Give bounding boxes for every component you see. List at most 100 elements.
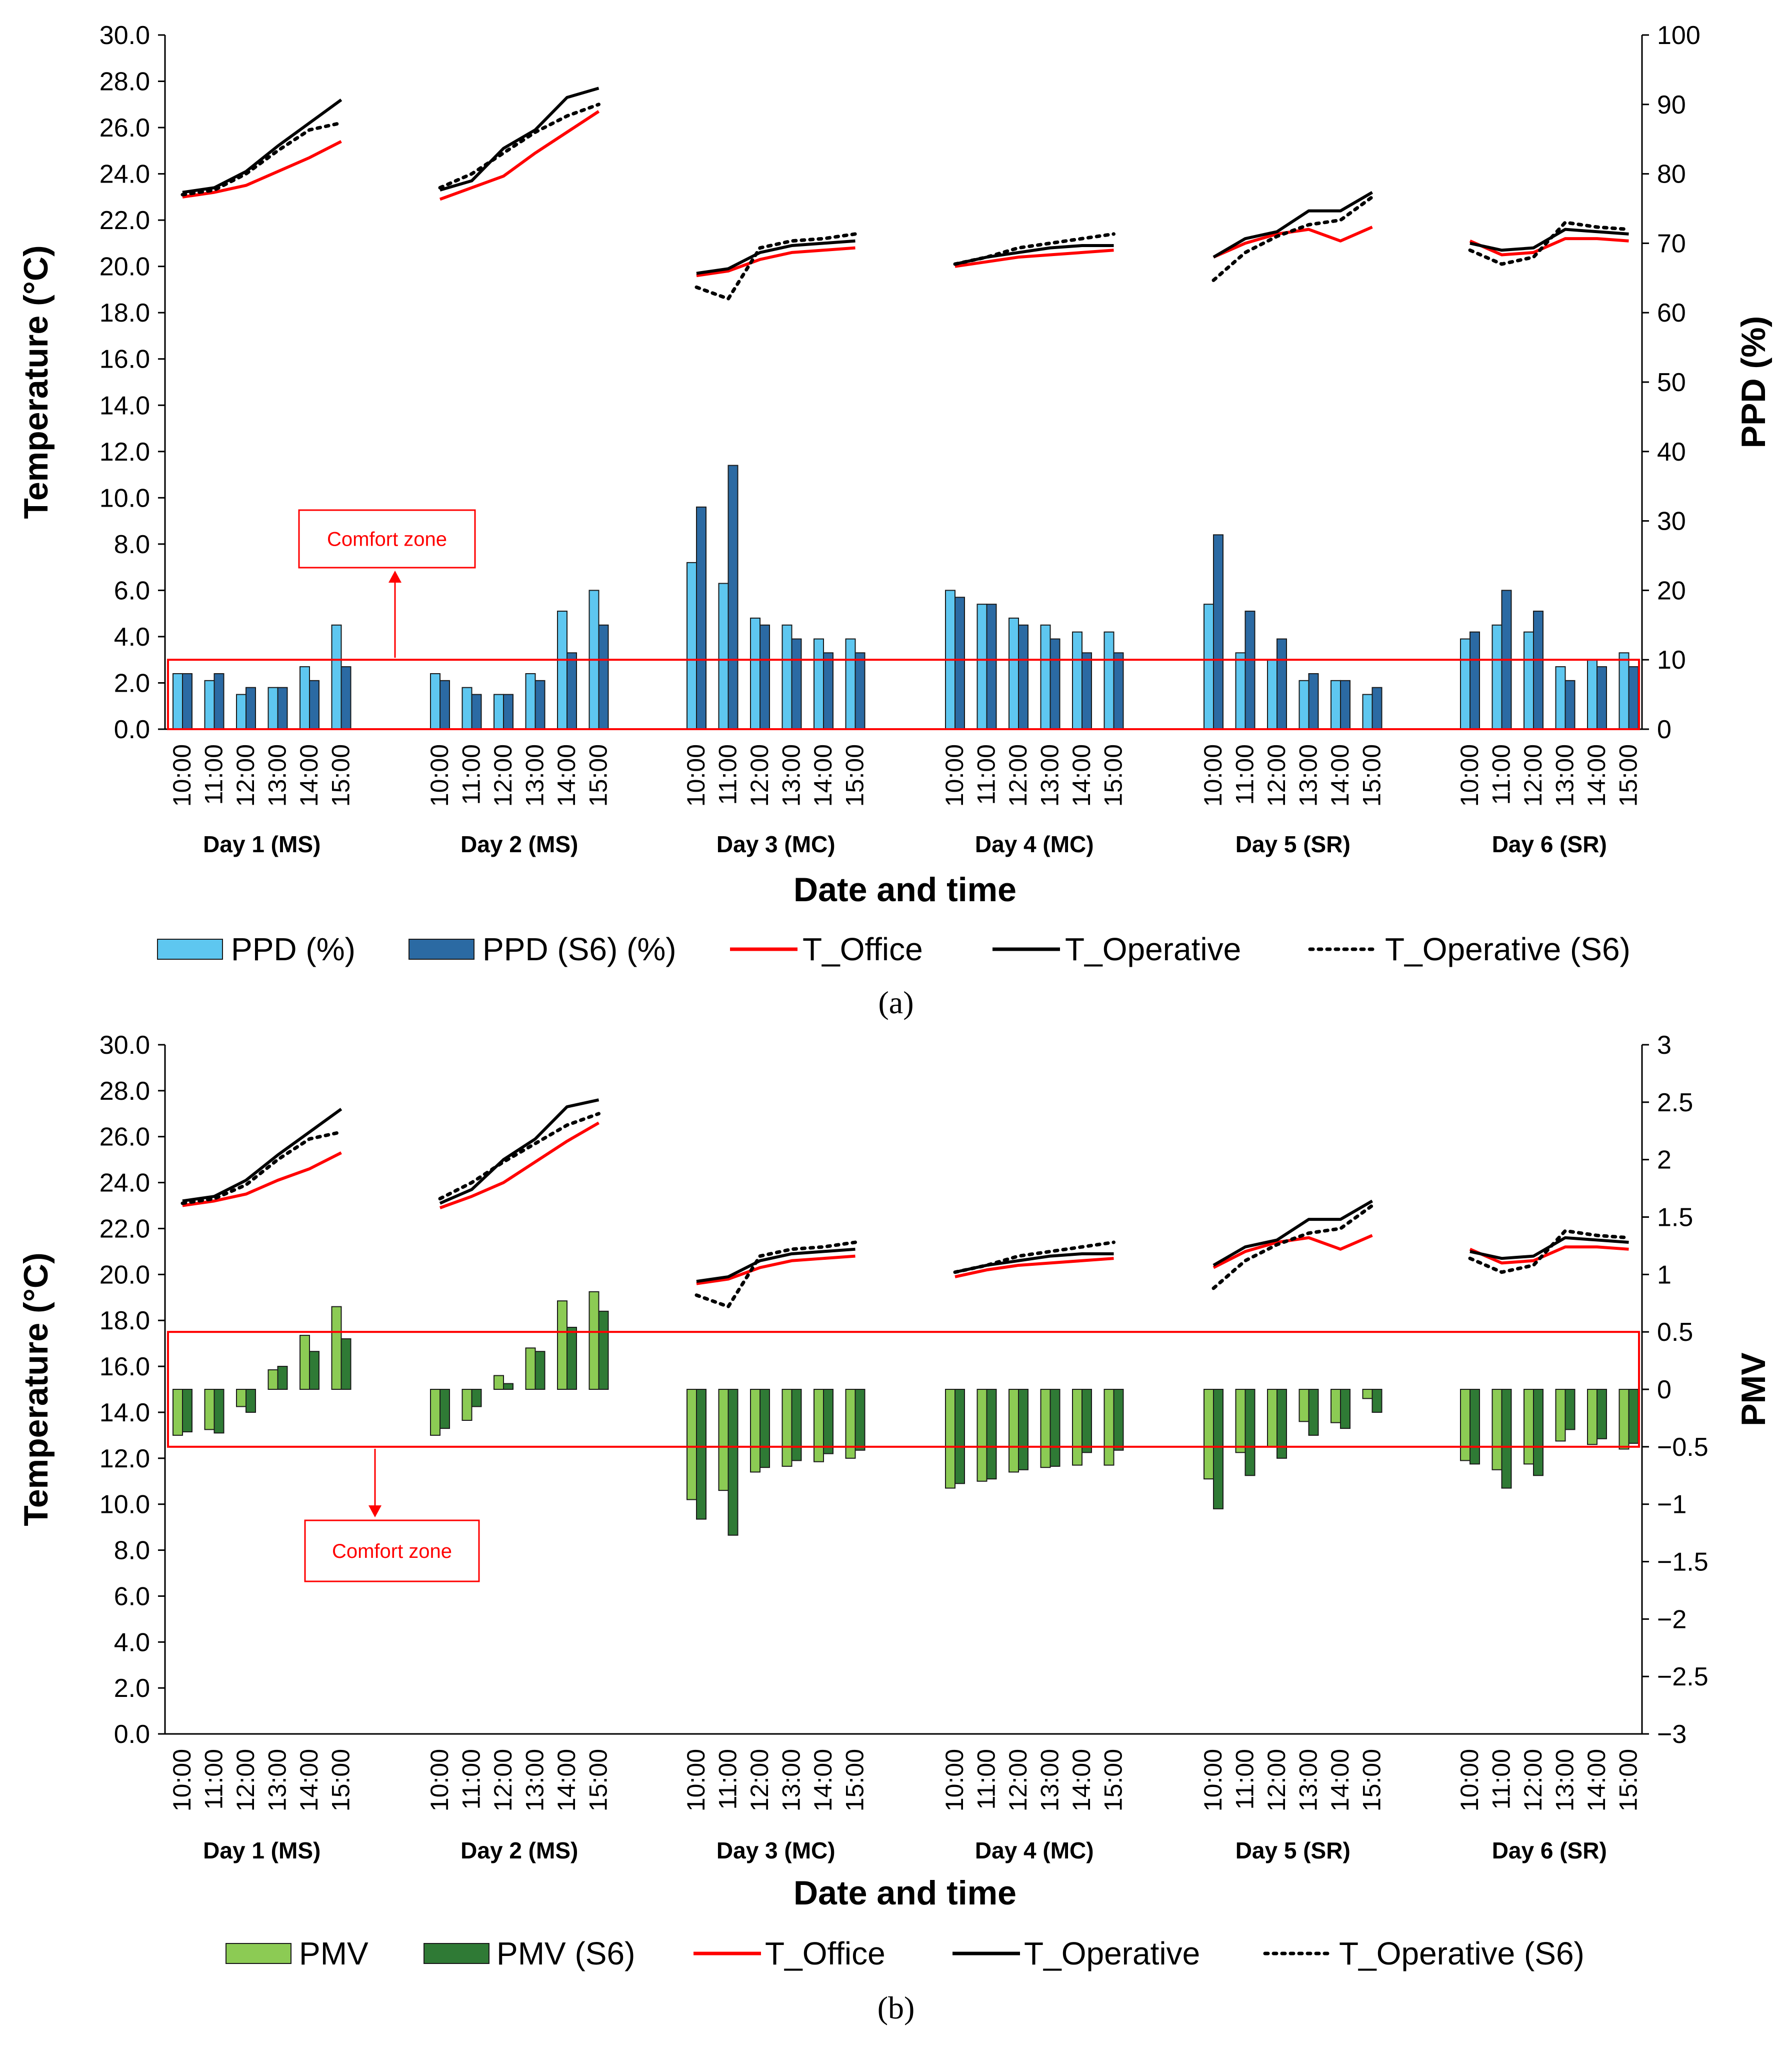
bar-s6 (1372, 1389, 1382, 1413)
legend-swatch (226, 1943, 292, 1964)
y-tick-label-right: 3 (1657, 1031, 1672, 1060)
bar-s6 (534, 680, 546, 730)
line-t-operative (696, 239, 856, 275)
bar-primary (462, 687, 472, 730)
bar-primary (1204, 1389, 1214, 1480)
legend: PMV PMV (S6) T_Office T_Operative T_Operativ… (226, 1935, 1584, 1971)
line-t-office (1469, 237, 1629, 257)
legend-label: T_Office (802, 931, 923, 967)
y-tick-label-left: 4.0 (114, 1628, 150, 1657)
x-tick-label-time: 11:00 (972, 1749, 1000, 1809)
bar-s6 (760, 624, 770, 730)
figure-caption: (a) (878, 985, 914, 1020)
bar-s6 (1533, 611, 1544, 730)
bar-primary (300, 1335, 310, 1390)
x-tick-label-time: 15:00 (1358, 744, 1386, 807)
x-tick-label-time: 14:00 (1326, 1749, 1354, 1811)
x-tick-label-time: 15:00 (841, 744, 869, 807)
y-tick-label-left: 20.0 (100, 253, 150, 282)
bar-primary (1204, 604, 1214, 730)
bar-s6 (309, 680, 320, 730)
y-tick-label-left: 0.0 (114, 1720, 150, 1749)
x-tick-label-time: 11:00 (458, 744, 486, 805)
bar-primary (1235, 1389, 1246, 1453)
bar-primary (1524, 1389, 1534, 1465)
bar-primary (718, 583, 729, 730)
line-t-operative-s6 (1212, 1204, 1374, 1290)
bar-s6 (854, 1389, 866, 1451)
bar-primary (1008, 617, 1019, 730)
line-t-operative-s6 (180, 1130, 343, 1205)
line-t-office (954, 1257, 1114, 1278)
legend-label: T_Operative (1024, 1935, 1200, 1971)
bar-s6 (246, 1389, 256, 1413)
x-tick-label-time: 13:00 (521, 744, 549, 807)
comfort-zone-band (167, 659, 1640, 730)
line-t-operative (1470, 228, 1629, 252)
bar-s6 (182, 673, 192, 730)
bar-s6 (1113, 652, 1124, 730)
comfort-zone-label: Comfort zone (332, 1540, 452, 1562)
y-tick-label-left: 20.0 (100, 1260, 150, 1289)
x-tick-label-time: 15:00 (1614, 1749, 1642, 1811)
line-t-office (954, 249, 1114, 268)
legend-label: PPD (%) (231, 931, 356, 967)
bar-s6 (1564, 680, 1576, 730)
bar-s6 (1018, 1389, 1028, 1470)
y-axis-title-right: PPD (%) (1734, 316, 1772, 448)
x-tick-label-time: 13:00 (1551, 744, 1579, 807)
x-tick-label-time: 12:00 (746, 744, 774, 807)
bar-s6 (246, 687, 256, 730)
bar-s6 (1276, 638, 1287, 730)
x-tick-label-time: 15:00 (584, 744, 612, 807)
bar-primary (172, 673, 183, 730)
bar-s6 (1628, 666, 1639, 730)
x-tick-label-time: 15:00 (1614, 744, 1642, 807)
y-tick-label-left: 26.0 (100, 1123, 150, 1152)
x-tick-label-time: 14:00 (809, 744, 837, 807)
y-tick-label-left: 12.0 (100, 1444, 150, 1473)
bar-primary (782, 624, 792, 730)
x-tick-label-day: Day 3 (MC) (716, 831, 836, 857)
bar-s6 (1628, 1389, 1639, 1444)
x-tick-label-time: 13:00 (1036, 744, 1064, 807)
line-t-office (182, 140, 342, 199)
bar-s6 (277, 687, 288, 730)
bar-primary (1555, 666, 1566, 730)
y-tick-label-left: 14.0 (100, 391, 150, 420)
y-tick-label-left: 6.0 (114, 1582, 150, 1611)
y-tick-label-right: −2.5 (1657, 1662, 1708, 1691)
bar-s6 (1596, 666, 1607, 730)
y-tick-label-right: −0.5 (1657, 1433, 1708, 1462)
bar-primary (1040, 624, 1051, 730)
y-tick-label-left: 30.0 (100, 21, 150, 50)
y-tick-label-left: 0.0 (114, 715, 150, 744)
comfort-zone-arrowhead (388, 571, 402, 583)
bar-s6 (1470, 1389, 1480, 1465)
bar-s6 (1213, 1389, 1224, 1509)
x-tick-label-time: 11:00 (458, 1749, 486, 1809)
x-tick-label-time: 13:00 (1294, 1749, 1322, 1811)
y-tick-label-left: 16.0 (100, 1352, 150, 1381)
line-t-operative-s6 (694, 1240, 857, 1309)
y-tick-label-right: 60 (1657, 299, 1686, 328)
y-tick-label-right: 90 (1657, 91, 1686, 120)
bar-primary (1587, 659, 1598, 730)
bar-s6 (1244, 1389, 1256, 1476)
x-tick-label-time: 11:00 (200, 1749, 228, 1809)
bar-s6 (214, 1389, 224, 1434)
bar-s6 (1276, 1389, 1287, 1459)
x-tick-label-day: Day 1 (MS) (203, 831, 320, 857)
legend-label: T_Operative (1065, 931, 1241, 967)
x-tick-label-time: 10:00 (682, 1749, 710, 1811)
y-tick-label-right: 30 (1657, 507, 1686, 536)
bar-s6 (1372, 687, 1382, 730)
bar-s6 (182, 1389, 192, 1432)
bar-s6 (1018, 624, 1028, 730)
x-tick-label-time: 10:00 (682, 744, 710, 807)
bar-s6 (986, 1389, 997, 1480)
y-tick-label-left: 14.0 (100, 1398, 150, 1427)
bar-primary (1072, 631, 1082, 730)
bar-primary (236, 1389, 246, 1407)
